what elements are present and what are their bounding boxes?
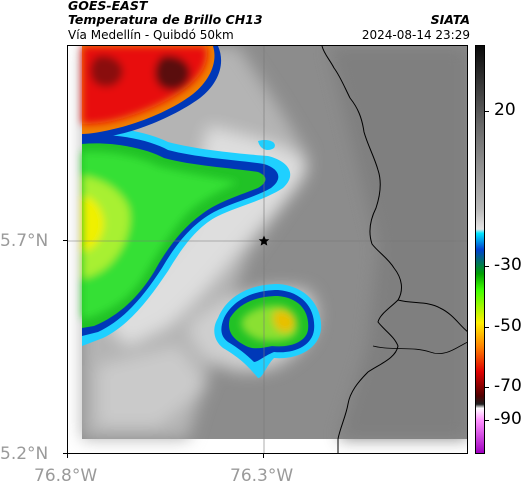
colorbar-tick (484, 327, 489, 328)
y-tick-mark (63, 240, 67, 241)
colorbar-tick (484, 387, 489, 388)
boundary-line (397, 299, 467, 332)
satellite-map[interactable] (67, 45, 468, 454)
x-tick-mark (67, 454, 68, 458)
colorbar-tick (484, 266, 489, 267)
colorbar-label-minus90: -90 (494, 409, 522, 429)
x-tick-mark (263, 454, 264, 458)
colorbar-label-minus50: -50 (494, 316, 522, 336)
x-tick-label-76.3: 76.3°W (230, 466, 294, 486)
map-subtitle: Vía Medellín - Quibdó 50km (68, 28, 234, 42)
colorbar-label-20: 20 (494, 100, 516, 120)
organization-label: SIATA (430, 12, 470, 27)
boundary-line (372, 342, 467, 354)
colorbar-tick (484, 420, 489, 421)
map-title: Temperatura de Brillo CH13 (68, 12, 263, 27)
star-icon (258, 235, 270, 246)
y-tick-mark (63, 453, 67, 454)
y-tick-label-5.2: 5.2°N (0, 444, 49, 464)
boundary-line (321, 46, 402, 453)
colorbar (475, 45, 485, 454)
map-image (68, 46, 467, 453)
x-tick-label-76.8: 76.8°W (34, 466, 98, 486)
colorbar-tick (484, 111, 489, 112)
timestamp: 2024-08-14 23:29 (361, 28, 470, 42)
colorbar-label-minus30: -30 (494, 255, 522, 275)
colorbar-label-minus70: -70 (494, 376, 522, 396)
satellite-name: GOES-EAST (68, 0, 148, 13)
y-tick-label-5.7: 5.7°N (0, 231, 49, 251)
